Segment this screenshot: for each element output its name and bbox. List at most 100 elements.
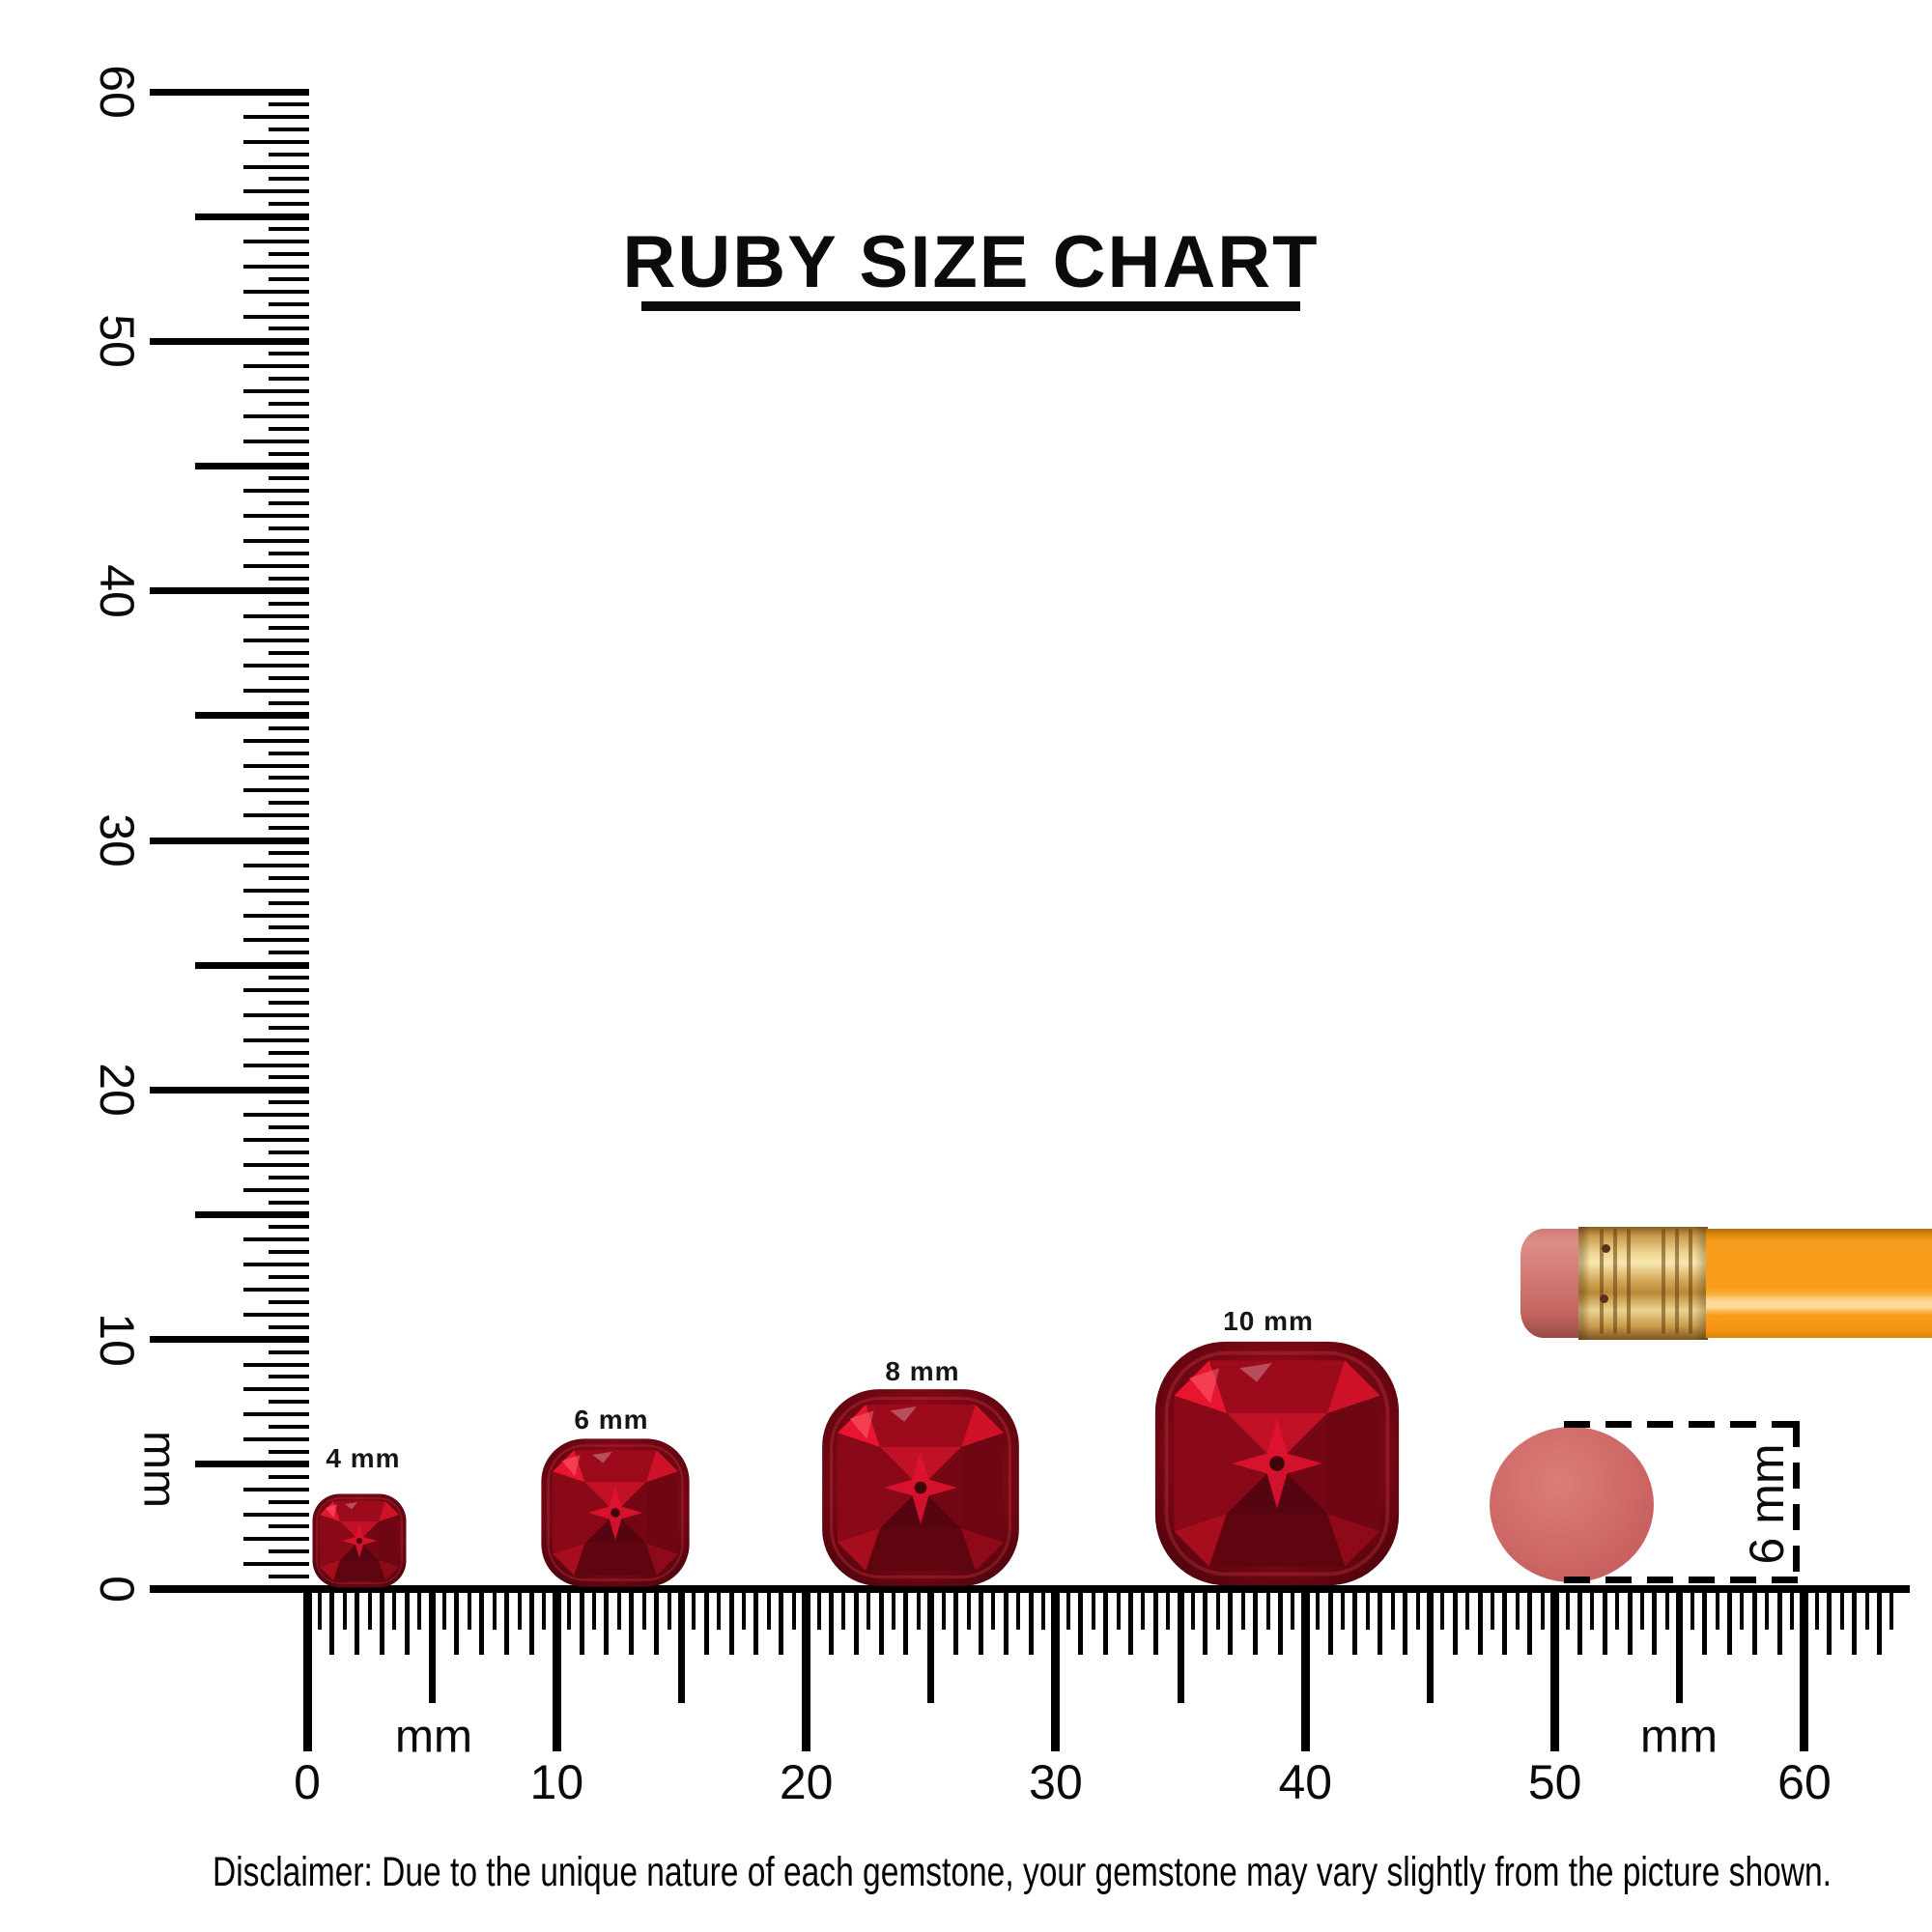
vertical-ruler-number: 40 <box>90 563 144 618</box>
ruler-tick <box>243 763 309 768</box>
ruler-tick <box>1426 1589 1434 1703</box>
ruler-tick <box>479 1589 485 1655</box>
ruler-tick <box>243 1012 309 1017</box>
ruler-tick <box>1502 1589 1508 1655</box>
ruler-tick <box>1291 1589 1295 1630</box>
ruler-tick <box>269 501 309 506</box>
ruler-tick <box>243 888 309 893</box>
ruler-tick <box>1715 1589 1719 1630</box>
horizontal-ruler-number: 50 <box>1527 1755 1582 1809</box>
pencil-eraser <box>1520 1229 1580 1338</box>
ruler-tick <box>243 689 309 693</box>
ruler-tick <box>552 1589 561 1751</box>
ruler-tick <box>916 1589 921 1630</box>
ruler-tick <box>243 1162 309 1167</box>
ruler-tick <box>1702 1589 1708 1655</box>
ruler-tick <box>269 451 309 456</box>
ruler-tick <box>1152 1589 1158 1655</box>
ruler-tick <box>616 1589 621 1630</box>
ruler-tick <box>1177 1589 1184 1703</box>
vertical-ruler-unit-label: mm <box>133 1431 185 1508</box>
ruler-tick <box>1627 1589 1633 1655</box>
ferrule-crimp <box>1627 1229 1631 1334</box>
ruler-tick <box>641 1589 646 1630</box>
ruler-tick <box>269 1449 309 1454</box>
ruler-tick <box>269 1524 309 1529</box>
ruler-tick <box>1051 1589 1061 1751</box>
ruler-tick <box>1378 1589 1383 1655</box>
ruler-tick <box>243 1362 309 1367</box>
ruler-tick <box>1103 1589 1109 1655</box>
ruler-tick <box>243 613 309 618</box>
horizontal-ruler-number: 60 <box>1777 1755 1832 1809</box>
horizontal-ruler-number: 10 <box>529 1755 584 1809</box>
ferrule-crimp <box>1600 1229 1604 1334</box>
ruler-tick <box>243 1063 309 1067</box>
ruler-tick <box>150 837 309 844</box>
ruler-tick <box>269 551 309 555</box>
horizontal-ruler-number: 20 <box>779 1755 834 1809</box>
ruler-tick <box>269 1225 309 1230</box>
ruler-tick <box>1726 1589 1732 1655</box>
ruler-tick <box>1127 1589 1133 1655</box>
ruler-tick <box>703 1589 709 1655</box>
ruler-tick <box>1327 1589 1333 1655</box>
ruler-tick <box>243 1138 309 1142</box>
gem-size-label-6mm: 6 mm <box>574 1405 649 1435</box>
ruler-tick <box>417 1589 422 1630</box>
ruler-tick <box>1003 1589 1009 1655</box>
ruler-tick <box>1300 1589 1310 1751</box>
vertical-ruler-number: 20 <box>90 1063 144 1118</box>
gem-size-label-8mm: 8 mm <box>885 1356 960 1386</box>
ruler-tick <box>195 712 309 720</box>
ruler-tick <box>1028 1589 1034 1655</box>
ruler-tick <box>329 1589 335 1655</box>
ruler-tick <box>269 352 309 356</box>
ruler-tick <box>243 240 309 244</box>
ruler-tick <box>1590 1589 1595 1630</box>
ruler-tick <box>243 938 309 943</box>
ruler-tick <box>243 413 309 418</box>
ruler-tick <box>243 738 309 743</box>
pencil-ferrule <box>1578 1227 1708 1340</box>
ruler-tick <box>243 539 309 543</box>
ruler-tick <box>1341 1589 1346 1630</box>
ruler-tick <box>243 664 309 668</box>
ruler-tick <box>1203 1589 1208 1655</box>
ruler-tick <box>195 1461 309 1468</box>
ruler-tick <box>1852 1589 1858 1655</box>
ruby-gem-10mm <box>1151 1338 1403 1589</box>
ruler-tick <box>269 1100 309 1105</box>
ruler-tick <box>1016 1589 1021 1630</box>
ruler-tick <box>150 587 309 595</box>
ruler-tick <box>150 88 309 96</box>
ruler-tick <box>269 177 309 182</box>
ruler-tick <box>528 1589 534 1655</box>
ruler-tick <box>404 1589 410 1655</box>
ruler-tick <box>269 276 309 281</box>
ruler-tick <box>1664 1589 1669 1630</box>
ruler-tick <box>1602 1589 1607 1655</box>
ruler-tick <box>1491 1589 1495 1630</box>
ruler-tick <box>766 1589 771 1630</box>
ruler-tick <box>243 863 309 867</box>
ruler-tick <box>1316 1589 1321 1630</box>
ruler-tick <box>1191 1589 1196 1630</box>
ruler-tick <box>150 1336 309 1344</box>
ruler-tick <box>243 563 309 568</box>
ruler-tick <box>492 1589 497 1630</box>
ruler-tick <box>243 1562 309 1567</box>
ruler-tick <box>243 813 309 818</box>
ruler-tick <box>1116 1589 1121 1630</box>
ruler-tick <box>1277 1589 1283 1655</box>
ruler-tick <box>604 1589 610 1655</box>
ruler-tick <box>816 1589 821 1630</box>
horizontal-ruler-unit-label-right: mm <box>1640 1711 1718 1763</box>
ruler-tick <box>243 1288 309 1292</box>
gem-size-label-10mm: 10 mm <box>1223 1306 1314 1336</box>
ruler-tick <box>269 202 309 207</box>
eraser-top-circle <box>1490 1427 1654 1582</box>
ruler-tick <box>269 875 309 880</box>
ruler-tick <box>1790 1589 1795 1630</box>
